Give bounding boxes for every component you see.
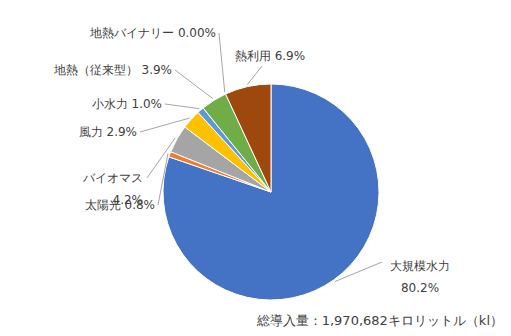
svg-text:熱利用 6.9%: 熱利用 6.9% [235,49,305,63]
html-text:総導入量：1,970,682キロリットル（kl）: 総導入量：1,970,682キロリットル（kl） [256,313,503,328]
svg-text:大規模水力80.2%: 大規模水力80.2% [390,259,450,295]
svg-text:地熱バイナリー 0.00%: 地熱バイナリー 0.00% [89,26,216,40]
svg-text:小水力 1.0%: 小水力 1.0% [92,97,162,111]
svg-text:風力 2.9%: 風力 2.9% [79,125,137,139]
svg-text:地熱（従来型） 3.9%: 地熱（従来型） 3.9% [53,63,172,77]
svg-text:バイオマス4.2%: バイオマス4.2% [82,171,143,207]
svg-text:太陽光 0.8%: 太陽光 0.8% [84,198,155,212]
